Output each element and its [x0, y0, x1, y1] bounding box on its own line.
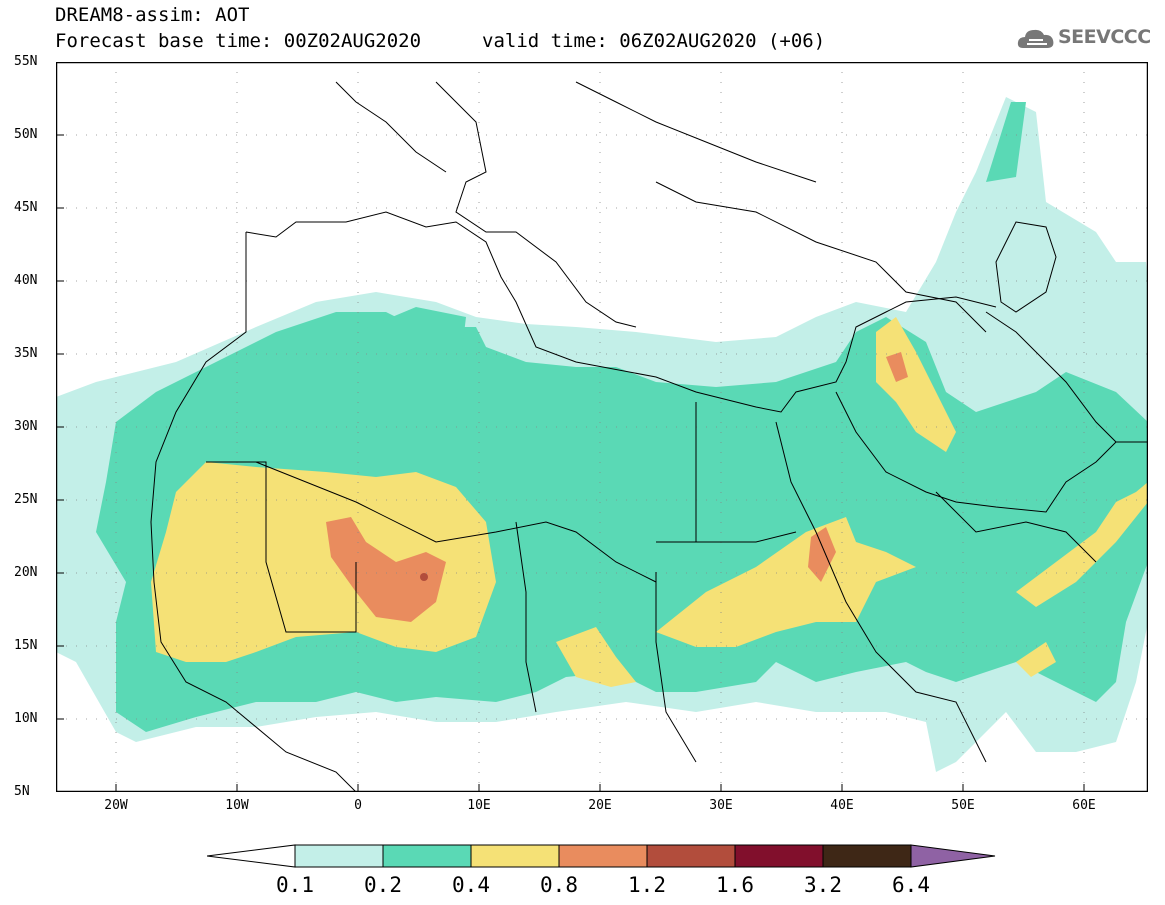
- aot-band-0.4-iraq: [876, 317, 956, 452]
- cloud-logo-icon: [1017, 29, 1054, 48]
- colorbar-low-arrow: [207, 844, 296, 868]
- aot-band-0.8-east: [808, 352, 908, 582]
- colorbar-bin: [294, 844, 384, 868]
- colorbar-bin: [558, 844, 648, 868]
- colorbar-bin: [646, 844, 736, 868]
- lon-label: 10W: [225, 798, 249, 813]
- aot-band-0.8: [326, 517, 446, 622]
- lon-label: 40E: [830, 798, 854, 813]
- aot-band-0.4-sahel: [556, 627, 636, 687]
- aot-band-0.4-arabia: [1016, 482, 1148, 677]
- colorbar-high-arrow: [910, 844, 996, 868]
- colorbar-bin: [822, 844, 912, 868]
- lon-label: 20W: [104, 798, 128, 813]
- aot-band-1.2-spot: [420, 573, 428, 581]
- chart-title-line1: DREAM8-assim: AOT: [55, 4, 250, 26]
- colorbar-bin: [470, 844, 560, 868]
- lat-label: 30N: [14, 419, 38, 434]
- lon-label: 30E: [709, 798, 733, 813]
- colorbar-label: 0.2: [364, 873, 402, 897]
- colorbar-label: 0.4: [452, 873, 490, 897]
- lat-label: 40N: [14, 273, 38, 288]
- valid-time-label: valid time: 06Z02AUG2020 (+06): [482, 30, 826, 52]
- lon-label: 20E: [588, 798, 612, 813]
- lon-label: 0: [354, 798, 362, 813]
- graticule: [56, 62, 1148, 792]
- chart-title-line2: Forecast base time: 00Z02AUG2020: [55, 30, 422, 52]
- lat-label: 35N: [14, 346, 38, 361]
- colorbar-label: 6.4: [892, 873, 930, 897]
- colorbar-label: 1.2: [628, 873, 666, 897]
- colorbar: [207, 844, 996, 868]
- colorbar-label: 0.8: [540, 873, 578, 897]
- lon-label: 50E: [951, 798, 975, 813]
- colorbar-bin: [734, 844, 824, 868]
- coastlines: [150, 81, 1148, 792]
- aot-band-0.4-east: [656, 517, 916, 647]
- logo-text: SEEVCCC: [1058, 26, 1151, 48]
- lat-label: 50N: [14, 127, 38, 142]
- lat-label: 45N: [14, 200, 38, 215]
- lat-label: 20N: [14, 565, 38, 580]
- map-panel: [56, 62, 1148, 792]
- colorbar-label: 3.2: [804, 873, 842, 897]
- aot-map: [56, 62, 1148, 792]
- lon-label: 60E: [1072, 798, 1096, 813]
- aot-band-0.2-north: [296, 102, 1026, 417]
- lat-label: 15N: [14, 638, 38, 653]
- lat-label: 10N: [14, 711, 38, 726]
- lon-label: 10E: [467, 798, 491, 813]
- lat-label: 25N: [14, 492, 38, 507]
- lat-label: 5N: [14, 784, 30, 799]
- colorbar-label: 0.1: [276, 873, 314, 897]
- lat-label: 55N: [14, 54, 38, 69]
- colorbar-label: 1.6: [716, 873, 754, 897]
- colorbar-bin: [382, 844, 472, 868]
